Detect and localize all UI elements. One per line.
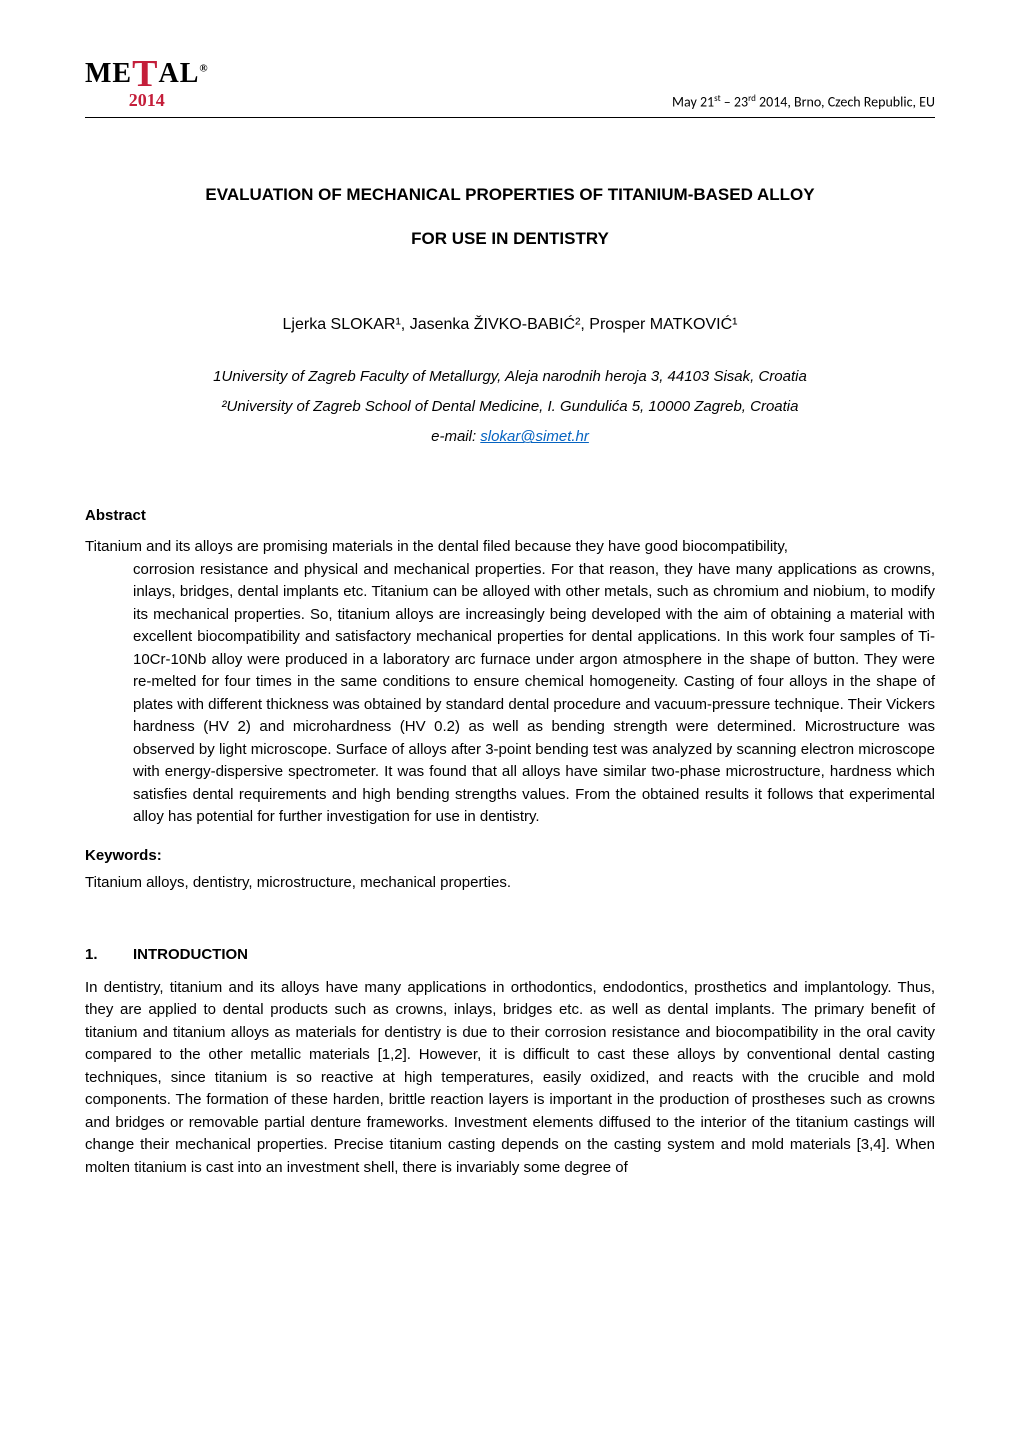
email-link[interactable]: slokar@simet.hr bbox=[480, 428, 589, 445]
author-list: Ljerka SLOKAR¹, Jasenka ŽIVKO-BABIĆ², Pr… bbox=[85, 316, 935, 334]
email-line: e-mail: slokar@simet.hr bbox=[85, 422, 935, 452]
conference-logo: METAL® 2014 bbox=[85, 48, 209, 111]
affiliation-1: 1University of Zagreb Faculty of Metallu… bbox=[85, 362, 935, 392]
logo-part-me: ME bbox=[85, 58, 132, 89]
abstract-heading: Abstract bbox=[85, 507, 935, 524]
abstract-body: Titanium and its alloys are promising ma… bbox=[85, 536, 935, 829]
logo-wordmark: METAL® bbox=[85, 48, 209, 92]
section-1-number: 1. bbox=[85, 946, 133, 963]
section-1-title: INTRODUCTION bbox=[133, 946, 248, 963]
section-1-heading: 1.INTRODUCTION bbox=[85, 946, 935, 963]
keywords-heading: Keywords: bbox=[85, 847, 935, 864]
affiliation-2: ²University of Zagreb School of Dental M… bbox=[85, 392, 935, 422]
paper-title-line1: EVALUATION OF MECHANICAL PROPERTIES OF T… bbox=[85, 173, 935, 217]
section-1-paragraph: In dentistry, titanium and its alloys ha… bbox=[85, 977, 935, 1180]
page-header: METAL® 2014 May 21st – 23rd 2014, Brno, … bbox=[85, 48, 935, 118]
paper-title-block: EVALUATION OF MECHANICAL PROPERTIES OF T… bbox=[85, 173, 935, 261]
affiliations-block: 1University of Zagreb Faculty of Metallu… bbox=[85, 362, 935, 452]
email-label: e-mail: bbox=[431, 428, 480, 445]
logo-part-t: T bbox=[132, 52, 158, 96]
paper-title-line2: FOR USE IN DENTISTRY bbox=[85, 217, 935, 261]
keywords-text: Titanium alloys, dentistry, microstructu… bbox=[85, 874, 935, 891]
logo-part-al: AL bbox=[158, 58, 199, 89]
conference-date-location: May 21st – 23rd 2014, Brno, Czech Republ… bbox=[672, 93, 935, 111]
logo-registered-mark: ® bbox=[199, 63, 208, 75]
